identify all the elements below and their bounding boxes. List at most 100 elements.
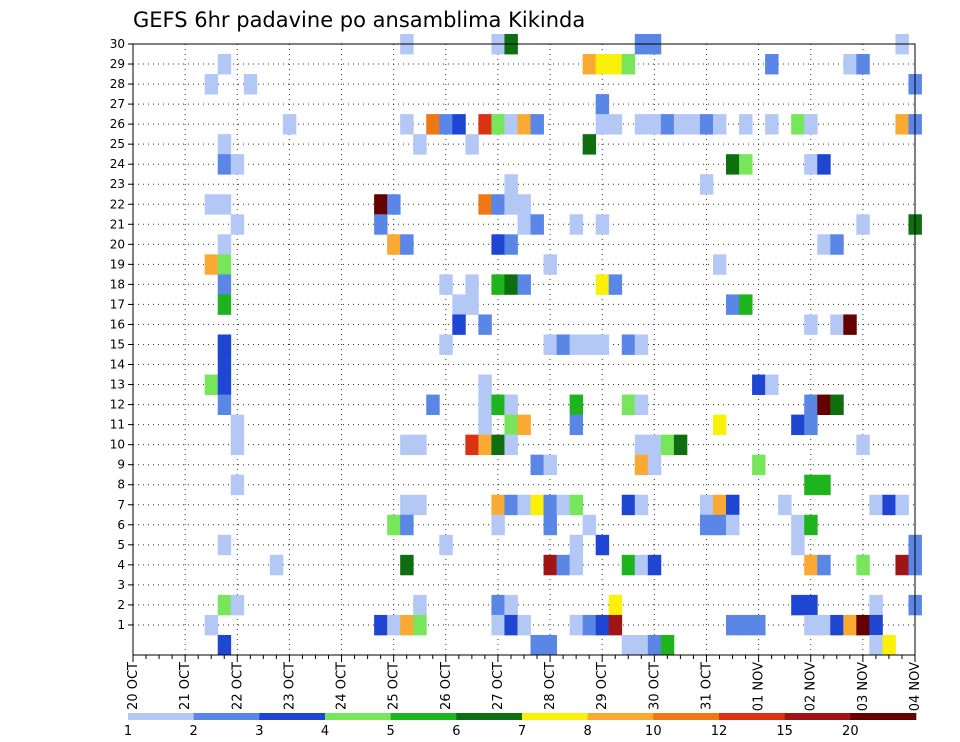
heatmap-cell xyxy=(556,494,571,516)
heatmap-cell xyxy=(608,54,623,75)
heatmap-cell xyxy=(230,414,245,436)
y-tick-label: 13 xyxy=(110,378,125,392)
colorbar-label: 12 xyxy=(711,724,728,739)
x-tick-label: 21 OCT xyxy=(178,662,193,710)
heatmap-cell xyxy=(843,314,857,335)
heatmap-cell xyxy=(478,314,492,335)
heatmap-cell xyxy=(582,54,597,75)
y-tick-label: 9 xyxy=(117,458,125,472)
heatmap-cell xyxy=(765,54,779,75)
colorbar-label: 5 xyxy=(387,724,395,739)
heatmap-cell xyxy=(491,434,505,456)
x-tick-label: 31 OCT xyxy=(699,662,714,710)
heatmap-cell xyxy=(517,214,531,235)
heatmap-cell xyxy=(817,554,831,576)
heatmap-cell xyxy=(621,394,636,415)
heatmap-cell xyxy=(217,374,232,395)
grid xyxy=(133,43,915,655)
heatmap-cell xyxy=(491,114,505,135)
heatmap-cell xyxy=(882,494,896,516)
heatmap-cell xyxy=(491,274,505,295)
heatmap-cell xyxy=(530,454,544,476)
heatmap-cell xyxy=(504,614,518,636)
heatmap-cell xyxy=(439,334,453,355)
heatmap-cell xyxy=(647,454,662,476)
heatmap-cell xyxy=(439,534,453,556)
heatmap-cell xyxy=(230,214,245,235)
heatmap-cell xyxy=(804,314,818,335)
heatmap-cell xyxy=(413,134,427,155)
heatmap-cell xyxy=(595,274,610,295)
heatmap-cell xyxy=(804,474,818,496)
heatmap-cell xyxy=(387,194,401,215)
heatmap-cell xyxy=(895,494,909,516)
heatmap-cell xyxy=(660,114,675,135)
heatmap-cell xyxy=(465,434,479,456)
heatmap-cell xyxy=(869,634,883,656)
y-tick-label: 23 xyxy=(110,177,125,191)
heatmap-cell xyxy=(686,114,701,135)
heatmap-cell xyxy=(269,554,284,576)
x-tick-label: 25 OCT xyxy=(387,662,402,710)
heatmap-cell xyxy=(660,434,675,456)
heatmap-cell xyxy=(582,514,597,536)
heatmap-cell xyxy=(765,114,779,135)
heatmap-cell xyxy=(387,514,401,536)
heatmap-cell xyxy=(830,394,844,415)
heatmap-cell xyxy=(856,434,870,456)
heatmap-cell xyxy=(543,554,557,576)
heatmap-cell xyxy=(712,514,727,536)
heatmap-cell xyxy=(517,114,531,135)
heatmap-cell xyxy=(504,594,518,616)
heatmap-cell xyxy=(608,594,623,616)
heatmap-cell xyxy=(400,494,414,516)
heatmap-cell xyxy=(895,114,909,135)
colorbar-swatch xyxy=(719,713,785,720)
heatmap-cell xyxy=(608,114,623,135)
heatmap-cell xyxy=(400,434,414,456)
colorbar-label: 15 xyxy=(776,724,793,739)
heatmap-cell xyxy=(217,294,232,315)
heatmap-cell xyxy=(217,354,232,375)
heatmap-cell xyxy=(621,54,636,75)
heatmap-cell xyxy=(804,594,818,616)
heatmap-cell xyxy=(217,154,232,175)
heatmap-cell xyxy=(217,134,232,155)
y-tick-label: 15 xyxy=(110,337,125,351)
heatmap-cell xyxy=(634,454,649,476)
y-tick-label: 2 xyxy=(117,598,125,612)
heatmap-cell xyxy=(739,614,753,636)
x-tick-label: 24 OCT xyxy=(335,662,350,710)
heatmap-cell xyxy=(752,374,766,395)
heatmap-cell xyxy=(791,514,805,536)
y-tick-label: 12 xyxy=(110,398,125,412)
heatmap-cell xyxy=(804,554,818,576)
heatmap-cell xyxy=(230,474,245,496)
x-tick-label: 26 OCT xyxy=(439,662,454,710)
colorbar: 1 2 3 4 5 6 7 8 10 12 15 20 xyxy=(124,713,917,739)
heatmap-cell xyxy=(856,54,870,75)
heatmap-cell xyxy=(504,234,518,255)
heatmap-cell xyxy=(569,214,584,235)
y-tick-label: 27 xyxy=(110,97,125,111)
colorbar-label: 10 xyxy=(645,724,662,739)
heatmap-cell xyxy=(699,494,714,516)
heatmap-cell xyxy=(413,434,427,456)
x-tick-label: 02 NOV xyxy=(804,662,819,711)
y-tick-label: 8 xyxy=(117,478,125,492)
heatmap-cells xyxy=(204,33,922,656)
heatmap-cell xyxy=(491,594,505,616)
heatmap-cell xyxy=(660,634,675,656)
heatmap-cell xyxy=(530,214,544,235)
heatmap-cell xyxy=(569,614,584,636)
heatmap-cell xyxy=(856,214,870,235)
heatmap-cell xyxy=(504,274,518,295)
heatmap-cell xyxy=(504,114,518,135)
heatmap-cell xyxy=(595,334,610,355)
heatmap-cell xyxy=(634,334,649,355)
heatmap-cell xyxy=(726,494,740,516)
heatmap-cell xyxy=(413,614,427,636)
heatmap-cell xyxy=(217,54,232,75)
heatmap-cell xyxy=(374,614,388,636)
